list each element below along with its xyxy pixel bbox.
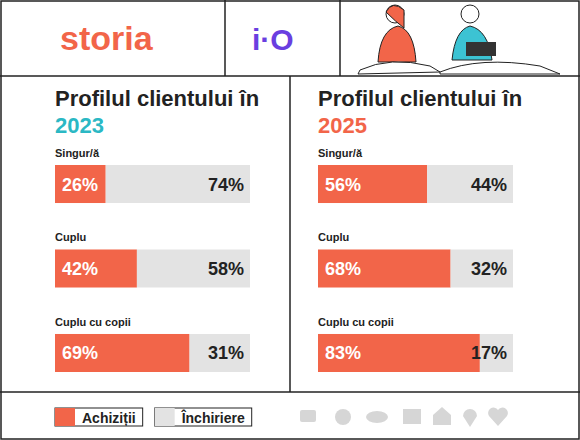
bar-segment [106,165,250,203]
person-body [378,26,416,62]
bar-segment [318,334,480,372]
data-label: 17% [471,343,507,363]
illustration [358,5,560,74]
outer-border [1,1,579,439]
bar-segment [55,165,106,203]
category-label: Cuplu [55,231,86,243]
data-label: 69% [62,343,98,363]
legend-box [55,408,143,426]
laptop [466,42,496,56]
icon [335,409,351,425]
labels: 56% 68% 83% 44% 32% 17% Singur/ă Cuplu Cuplu cu … [318,147,507,363]
category-label: Cuplu [318,231,349,243]
category-label: Singur/ă [318,147,363,159]
logo: storia [60,19,154,57]
chart-panel: Profilul clientului în2023 26% 42% 69% 74% 58… [55,86,259,372]
bars [55,165,250,372]
person-legs [358,62,440,74]
bar-segment [451,249,513,287]
logo: i·O [252,23,294,56]
data-label: 58% [208,259,244,279]
bar-segment [55,249,137,287]
bar-segment [55,334,190,372]
person-legs [440,62,560,74]
data-label: 26% [62,175,98,195]
bar-segment [318,249,451,287]
legend-label: Închiriere [181,409,245,426]
icon [403,409,421,424]
legend-label: Achiziții [82,410,136,426]
divider [339,0,341,76]
chart-title: Profilul clientului în2023 [55,86,259,138]
bars [318,165,513,372]
data-label: 56% [325,175,361,195]
icon [366,411,388,423]
person-head [461,5,479,23]
bar-segment [137,249,250,287]
labels: 26% 42% 69% 74% 58% 31% Singur/ă Cuplu Cuplu cu … [55,147,244,363]
data-label: 83% [325,343,361,363]
data-label: 31% [208,343,244,363]
icon [433,407,451,425]
legend: Achiziții Închiriere [55,408,252,426]
icon [463,409,477,427]
data-label: 68% [325,259,361,279]
category-label: Cuplu cu copii [55,316,131,328]
icons [300,407,508,427]
legend-swatch [55,408,75,426]
bar-segment [190,334,250,372]
divider [289,76,291,392]
icon [488,408,508,426]
legend-swatch [155,408,175,426]
data-label: 74% [208,175,244,195]
legend-item: Achiziții [55,408,143,426]
bar-segment [427,165,513,203]
category-label: Singur/ă [55,147,100,159]
data-label: 42% [62,259,98,279]
bar-segment [318,165,427,203]
legend-item: Închiriere [155,408,252,426]
infographic: storia i·O Profilul clientului în2023 26% 42… [0,0,580,440]
category-label: Cuplu cu copii [318,316,394,328]
chart-title: Profilul clientului în2025 [318,86,522,138]
person-hair [386,5,404,28]
legend-box [155,408,252,426]
chart-panel: Profilul clientului în2025 56% 68% 83% 44% 32… [318,86,522,372]
icon [300,410,316,422]
frame [0,0,580,439]
data-label: 44% [471,175,507,195]
divider [224,0,226,76]
data-label: 32% [471,259,507,279]
